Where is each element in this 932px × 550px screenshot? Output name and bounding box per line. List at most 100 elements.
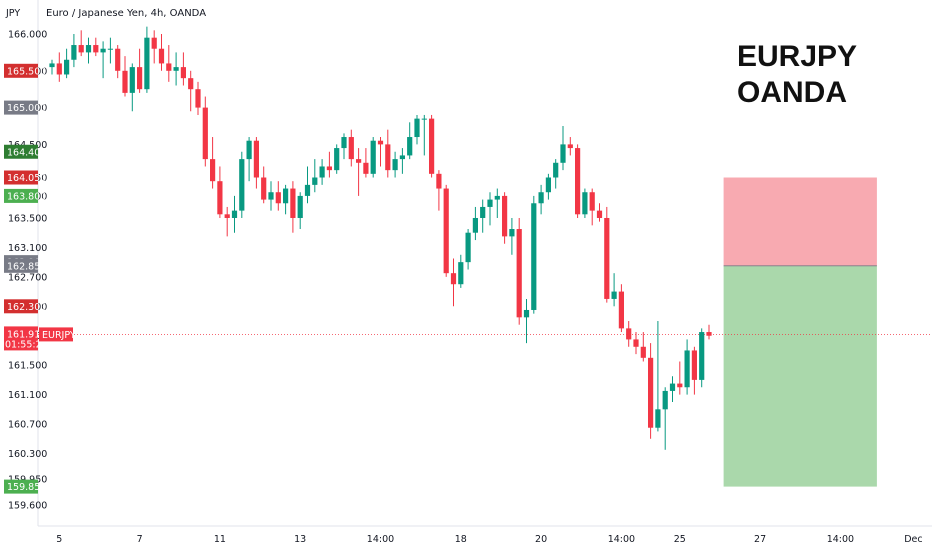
candle-body xyxy=(173,67,179,71)
price-badge xyxy=(4,299,38,314)
price-tick-label: 166.000 xyxy=(8,30,47,41)
price-badge xyxy=(4,63,38,78)
candle-body xyxy=(560,144,566,163)
symbol-title[interactable]: Euro / Japanese Yen, 4h, OANDA xyxy=(46,8,206,19)
time-tick-label: 20 xyxy=(535,534,547,545)
candle-body xyxy=(275,192,281,204)
candle-body xyxy=(49,63,55,68)
price-badge-label: 162.300 xyxy=(7,302,46,313)
time-tick-label: 25 xyxy=(674,534,686,545)
price-tick-label: 160.700 xyxy=(8,420,47,431)
candle-body xyxy=(640,346,646,358)
candle-body xyxy=(494,195,500,200)
time-tick-label: Dec xyxy=(904,534,922,545)
candle-body xyxy=(502,195,508,237)
candle-body xyxy=(567,144,573,149)
time-tick-label: 13 xyxy=(294,534,306,545)
time-axis-ticks: 5 7 11 13 14:00 18 20 14:00 25 27 14:00 Dec xyxy=(56,534,922,545)
candle-body xyxy=(706,332,712,336)
price-tick-label: 161.100 xyxy=(8,390,47,401)
time-tick-label: 14:00 xyxy=(608,534,635,545)
price-badge xyxy=(4,188,38,203)
candle-body xyxy=(487,199,493,207)
candle-body xyxy=(202,107,208,160)
candle-body xyxy=(166,63,172,71)
time-tick-label: 5 xyxy=(56,534,62,545)
candle-body xyxy=(158,48,165,64)
candle-body xyxy=(64,59,70,75)
price-tick-label: 162.700 xyxy=(8,272,47,283)
stop-loss-zone xyxy=(723,177,877,266)
candle-body xyxy=(684,350,690,388)
candle-body xyxy=(144,37,150,90)
time-tick-label: 27 xyxy=(754,534,766,545)
price-tick-label: 160.300 xyxy=(8,449,47,460)
candle-body xyxy=(261,177,267,200)
price-tick-label: 163.500 xyxy=(8,213,47,224)
candle-body xyxy=(356,159,362,163)
annotation-symbol: EURJPY xyxy=(737,40,857,73)
candle-body xyxy=(699,332,705,380)
candle-body xyxy=(326,166,332,171)
candle-body xyxy=(217,181,223,215)
candle-body xyxy=(348,137,354,160)
candle-body xyxy=(523,309,530,318)
candle-body xyxy=(545,177,551,193)
candle-body xyxy=(509,229,515,237)
candle-body xyxy=(290,188,296,218)
candle-bodies xyxy=(49,37,712,428)
candle-body xyxy=(297,195,303,218)
candle-body xyxy=(363,162,369,174)
candle-body xyxy=(531,203,537,310)
candle-body xyxy=(633,339,639,347)
candle-body xyxy=(129,67,135,93)
candle-body xyxy=(71,45,77,60)
price-badge xyxy=(4,258,38,273)
candle-body xyxy=(341,137,347,149)
candle-body xyxy=(151,37,157,49)
profit-target-zone xyxy=(723,265,877,487)
candle-body xyxy=(604,217,610,299)
price-badge-label: 163.800 xyxy=(7,191,46,202)
countdown-label: 01:55:20 xyxy=(5,339,48,350)
candle-body xyxy=(180,67,186,79)
candle-body xyxy=(582,192,588,215)
candle-body xyxy=(253,140,259,178)
candle-body xyxy=(443,188,449,274)
symbol-badge xyxy=(39,327,73,342)
symbol-badge-label: EURJPY xyxy=(42,330,76,341)
time-tick-label: 14:00 xyxy=(827,534,854,545)
candle-body xyxy=(93,45,99,53)
candle-body xyxy=(224,214,230,218)
candle-body xyxy=(414,118,420,138)
candle-body xyxy=(137,67,143,90)
candle-body xyxy=(662,390,668,410)
candle-body xyxy=(669,383,676,391)
current-price-label: 161.918 xyxy=(7,329,46,340)
candle-body xyxy=(122,70,128,93)
candle-body xyxy=(385,144,391,171)
candle-body xyxy=(575,148,581,215)
price-badge xyxy=(4,479,38,494)
candle-body xyxy=(421,118,427,120)
candle-body xyxy=(480,206,486,218)
candle-body xyxy=(115,48,121,71)
price-badge xyxy=(4,100,38,115)
candle-body xyxy=(655,409,661,428)
candle-body xyxy=(78,45,84,53)
price-tick-label: 161.500 xyxy=(8,361,47,372)
price-badge-label: 164.050 xyxy=(7,173,46,184)
candle-body xyxy=(210,159,216,182)
candle-body xyxy=(465,232,471,263)
time-tick-label: 18 xyxy=(455,534,467,545)
price-badge-label: 165.500 xyxy=(7,66,46,77)
annotation-broker: OANDA xyxy=(737,76,847,109)
price-badge-label: 162.850 xyxy=(7,261,46,272)
candle-body xyxy=(334,148,340,171)
candle-body xyxy=(618,291,624,329)
price-badge-label: 165.000 xyxy=(7,103,46,114)
time-tick-label: 11 xyxy=(214,534,226,545)
candle-body xyxy=(188,78,194,90)
price-badge-label: 159.850 xyxy=(7,482,46,493)
